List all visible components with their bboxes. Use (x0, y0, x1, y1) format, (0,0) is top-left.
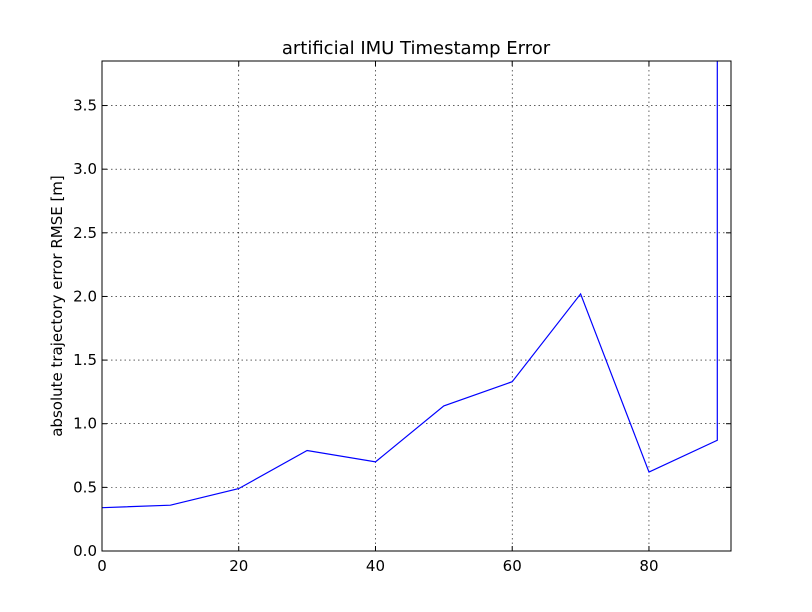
x-tick-label: 20 (229, 557, 248, 575)
tick-labels-layer: 0 20 40 60 80 0.0 0.5 1.0 1.5 2.0 2.5 3.0 3.5 (73, 97, 658, 575)
x-tick-label: 40 (366, 557, 385, 575)
y-tick-label: 0.5 (73, 478, 97, 496)
x-tick-label: 0 (97, 557, 107, 575)
y-axis-label: absolute trajectory error RMSE [m] (48, 175, 66, 437)
y-tick-label: 1.5 (73, 351, 97, 369)
x-tick-label: 60 (503, 557, 522, 575)
chart-title: artificial IMU Timestamp Error (282, 38, 551, 59)
y-tick-label: 1.0 (73, 415, 97, 433)
x-tick-label: 80 (639, 557, 658, 575)
series-layer (101, 61, 718, 509)
y-tick-label: 2.0 (73, 287, 97, 305)
y-tick-label: 0.0 (73, 542, 97, 560)
y-tick-label: 3.0 (73, 160, 97, 178)
ticks-layer (101, 61, 731, 552)
plot-frame (101, 60, 732, 552)
grid-layer (102, 61, 731, 551)
y-tick-label: 2.5 (73, 224, 97, 242)
series-line (101, 61, 718, 509)
y-tick-label: 3.5 (73, 97, 97, 115)
